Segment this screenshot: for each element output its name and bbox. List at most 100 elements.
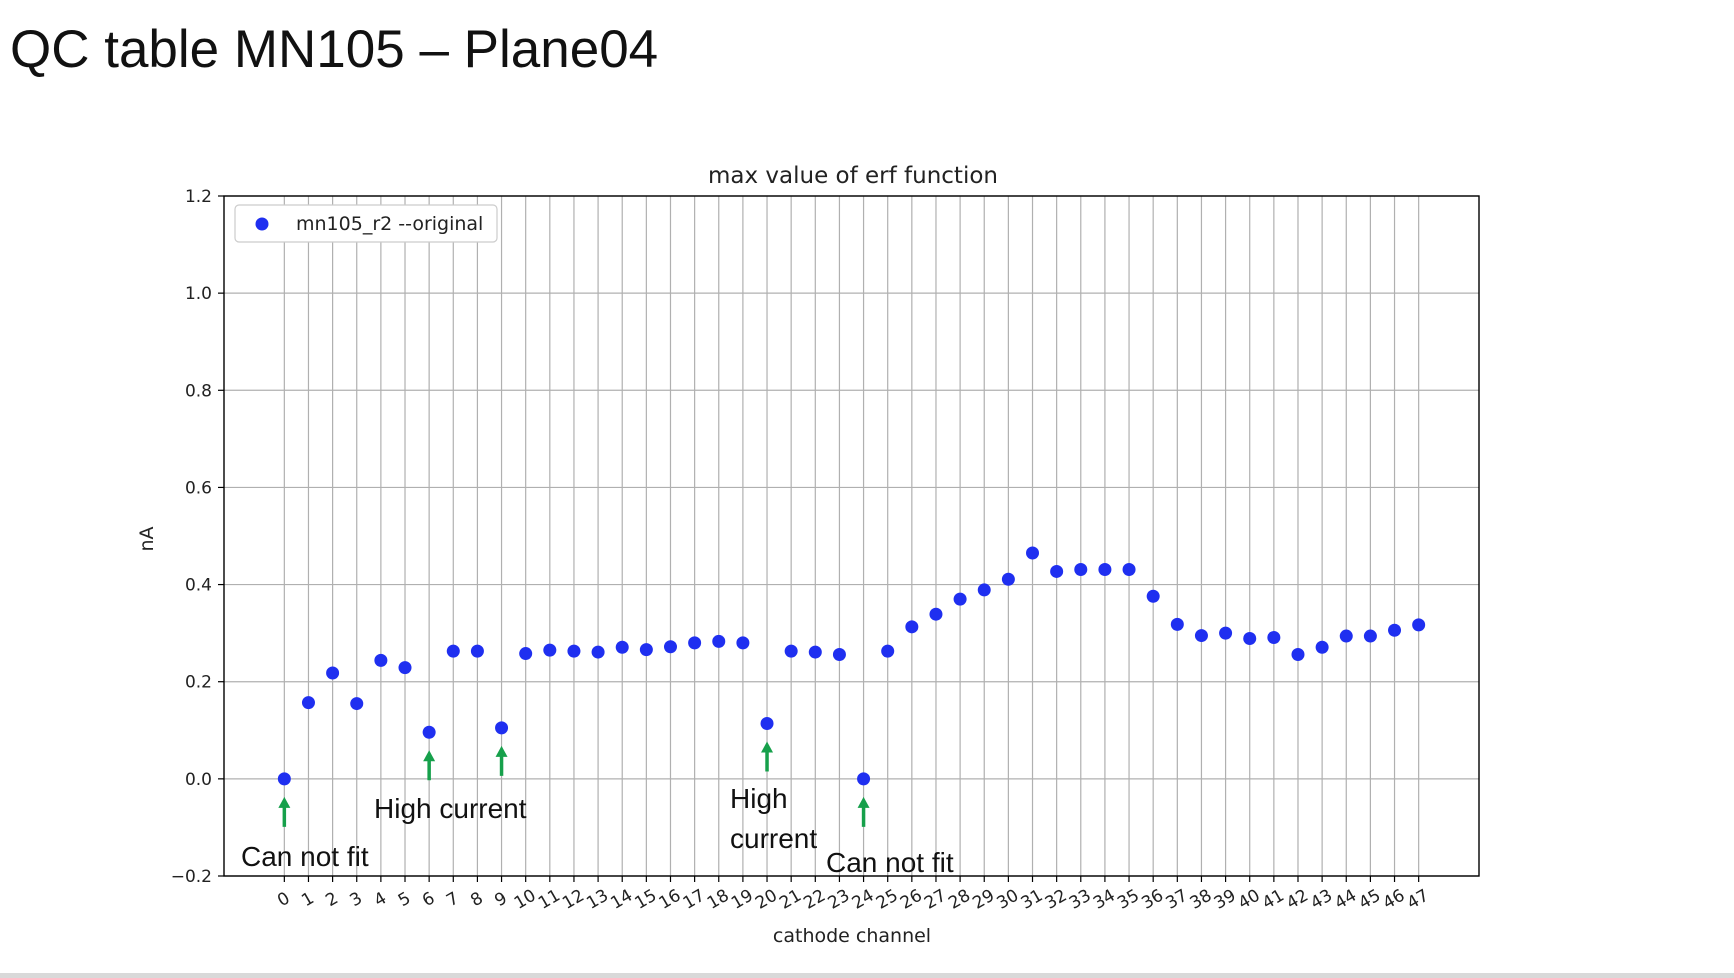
- data-point: [832, 648, 846, 662]
- x-tick-label: 35: [1114, 886, 1143, 914]
- y-tick-label: 1.2: [185, 187, 212, 207]
- x-tick-label: 27: [921, 886, 950, 914]
- plot-area: [224, 196, 1479, 876]
- data-point: [688, 636, 702, 650]
- data-point: [495, 721, 509, 735]
- data-points: [277, 546, 1426, 786]
- data-point: [760, 716, 774, 730]
- x-tick-label: 43: [1307, 886, 1336, 914]
- annotation-label: High current: [374, 793, 527, 824]
- legend-marker: [255, 217, 269, 231]
- x-tick-label: 45: [1356, 886, 1385, 914]
- data-point: [422, 725, 436, 739]
- data-point: [374, 653, 388, 667]
- data-point: [1074, 563, 1088, 577]
- y-tick-label: 0.2: [185, 673, 212, 693]
- y-tick-label: 1.0: [185, 284, 212, 304]
- annotation-arrow: [423, 750, 436, 781]
- x-tick-label: 46: [1380, 886, 1409, 914]
- annotation-arrow: [495, 745, 508, 776]
- data-point: [1315, 640, 1329, 654]
- x-tick-label: 19: [728, 886, 757, 914]
- x-tick-label: 23: [825, 886, 854, 914]
- data-point: [591, 645, 605, 659]
- data-point: [881, 644, 895, 658]
- data-point: [736, 636, 750, 650]
- y-tick-label: 0.6: [185, 478, 212, 498]
- x-tick-label: 29: [969, 886, 998, 914]
- x-tick-label: 11: [535, 886, 564, 914]
- data-point: [519, 647, 533, 661]
- x-tick-label: 41: [1259, 886, 1288, 914]
- data-point: [301, 696, 315, 710]
- annotation-arrow: [761, 741, 774, 772]
- data-point: [1050, 564, 1064, 578]
- x-tick-label: 9: [491, 888, 510, 911]
- data-point: [1339, 629, 1353, 643]
- x-tick-label: 24: [849, 886, 878, 914]
- annotation-arrow-head: [278, 796, 291, 808]
- x-tick-label: 38: [1187, 886, 1216, 914]
- data-point: [808, 645, 822, 659]
- data-point: [1243, 631, 1257, 645]
- x-tick-label: 22: [800, 886, 829, 914]
- data-point: [1267, 631, 1281, 645]
- data-point: [1001, 572, 1015, 586]
- x-tick-label: 7: [443, 888, 462, 911]
- data-point: [446, 644, 460, 658]
- annotation-arrow-head: [495, 745, 508, 757]
- y-tick-label: 0.4: [185, 576, 212, 596]
- x-tick-label: 1: [298, 888, 317, 911]
- legend: mn105_r2 --original: [234, 204, 498, 243]
- y-tick-label: 0.8: [185, 381, 212, 401]
- data-point: [1388, 623, 1402, 637]
- x-tick-label: 2: [322, 888, 341, 911]
- x-tick-label: 10: [511, 886, 540, 914]
- y-tick-label: −0.2: [171, 867, 212, 887]
- annotation-arrow-head: [761, 741, 774, 753]
- x-tick-label: 12: [559, 886, 588, 914]
- annotation-arrow-head: [423, 750, 436, 762]
- x-tick-label: 18: [704, 886, 733, 914]
- data-point: [784, 644, 798, 658]
- x-tick-label: 20: [752, 886, 781, 914]
- annotation-arrow: [857, 796, 870, 827]
- x-tick-label: 8: [467, 888, 486, 911]
- data-point: [1146, 589, 1160, 603]
- data-point: [1098, 563, 1112, 577]
- x-tick-label: 36: [1138, 886, 1167, 914]
- data-point: [543, 643, 557, 657]
- data-point: [857, 772, 871, 786]
- x-tick-label: 32: [1042, 886, 1071, 914]
- x-tick-label: 39: [1211, 886, 1240, 914]
- data-point: [615, 640, 629, 654]
- x-tick-label: 3: [347, 888, 366, 911]
- annotation-arrow: [278, 796, 291, 827]
- x-tick-label: 34: [1090, 886, 1119, 914]
- data-point: [1412, 618, 1426, 632]
- x-tick-label: 40: [1235, 886, 1264, 914]
- data-point: [712, 634, 726, 648]
- data-point: [277, 772, 291, 786]
- data-point: [398, 661, 412, 675]
- data-point: [929, 607, 943, 621]
- x-tick-label: 4: [371, 888, 390, 911]
- data-point: [953, 592, 967, 606]
- data-point: [977, 583, 991, 597]
- annotation-label: Can not fit: [826, 847, 954, 878]
- annotation-arrow-head: [857, 796, 870, 808]
- x-tick-label: 37: [1162, 886, 1191, 914]
- slide-bottom-border: [0, 973, 1734, 978]
- chart-title: max value of erf function: [708, 163, 998, 189]
- y-tick-label: 0.0: [185, 770, 212, 790]
- data-point: [639, 643, 653, 657]
- x-tick-label: 31: [1018, 886, 1047, 914]
- x-tick-label: 28: [945, 886, 974, 914]
- x-tick-label: 44: [1331, 886, 1360, 914]
- x-tick-label: 13: [583, 886, 612, 914]
- x-tick-label: 26: [897, 886, 926, 914]
- x-tick-label: 0: [274, 888, 293, 911]
- x-tick-label: 17: [680, 886, 709, 914]
- data-point: [567, 644, 581, 658]
